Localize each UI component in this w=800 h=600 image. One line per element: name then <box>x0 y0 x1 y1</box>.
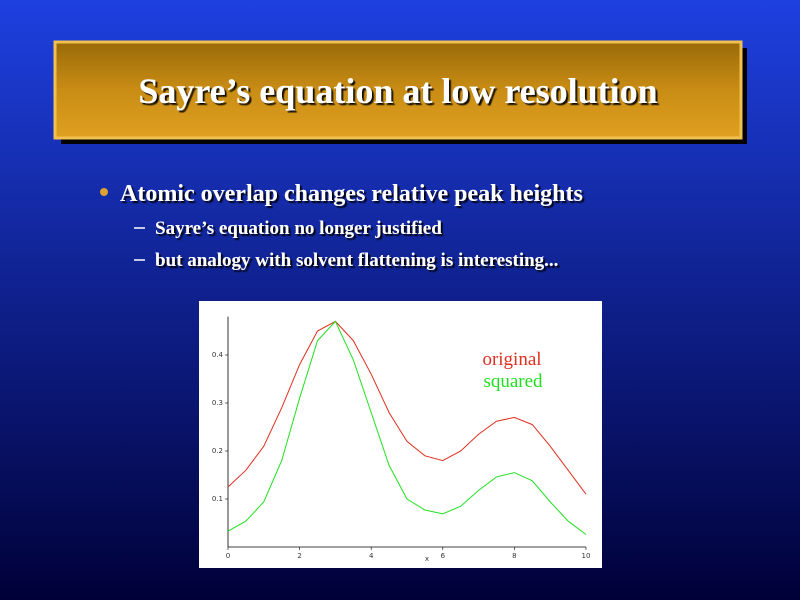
x-axis-label: x <box>425 555 429 563</box>
slide-title: Sayre’s equation at low resolution <box>138 71 657 111</box>
x-tick-label: 4 <box>369 552 374 560</box>
x-tick-label: 0 <box>226 552 230 560</box>
y-tick-label: 0.2 <box>212 447 223 455</box>
x-tick-label: 2 <box>297 552 301 560</box>
x-tick-label: 10 <box>582 552 591 560</box>
y-tick-label: 0.1 <box>212 495 223 503</box>
bullet-dot <box>100 188 108 196</box>
line-series <box>227 320 587 535</box>
line-series <box>227 320 587 495</box>
y-tick-label: 0.3 <box>212 399 223 407</box>
legend-entry: original <box>482 349 541 370</box>
title-box <box>53 40 743 140</box>
x-tick-label: 8 <box>512 552 516 560</box>
x-tick-label: 6 <box>441 552 446 560</box>
sub-bullet-text: Sayre’s equation no longer justified <box>155 218 442 239</box>
bullet-text: Atomic overlap changes relative peak hei… <box>120 181 583 207</box>
chart-background <box>199 301 602 568</box>
y-tick-label: 0.4 <box>212 351 224 359</box>
legend-entry: squared <box>483 371 543 392</box>
sub-bullet-text: but analogy with solvent flattening is i… <box>155 250 558 271</box>
